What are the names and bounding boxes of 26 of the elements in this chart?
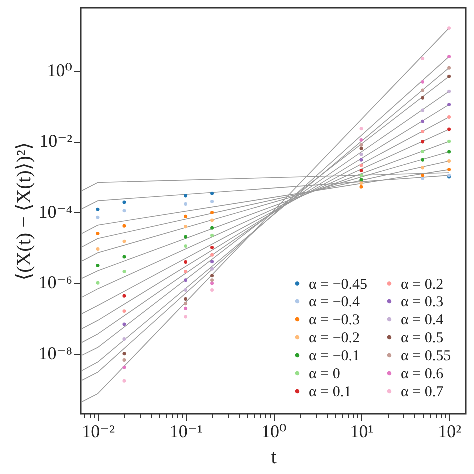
- y-tick-label: 10⁻⁶: [38, 272, 72, 293]
- legend-label: α = −0.2: [309, 330, 360, 346]
- y-tick-label: 10⁻⁴: [38, 202, 72, 222]
- y-tick-label: 10⁻²: [40, 131, 72, 152]
- y-axis-title: ⟨(X(t) − ⟨X(t)⟩)²⟩: [14, 142, 36, 281]
- legend-label: α = 0.4: [401, 312, 444, 328]
- legend-label: α = −0.1: [309, 348, 360, 364]
- x-tick-label: 10⁻²: [82, 422, 115, 442]
- legend-label: α = −0.3: [309, 312, 360, 328]
- legend-label: α = 0: [309, 366, 340, 382]
- legend-label: α = 0.55: [401, 348, 452, 364]
- legend-label: α = 0.1: [309, 384, 352, 400]
- legend-label: α = 0.7: [401, 384, 444, 400]
- legend-label: α = −0.45: [309, 276, 368, 293]
- x-tick-label: 10²: [438, 422, 462, 442]
- x-tick-label: 10¹: [350, 422, 374, 442]
- legend-label: α = 0.5: [401, 330, 444, 346]
- x-tick-label: 10⁻¹: [170, 422, 203, 442]
- legend-label: α = −0.4: [309, 294, 361, 310]
- y-tick-label: 10⁰: [47, 60, 72, 80]
- legend-label: α = 0.2: [401, 276, 444, 293]
- legend-label: α = 0.3: [401, 294, 444, 310]
- legend-label: α = 0.6: [401, 366, 444, 382]
- x-tick-label: 10⁰: [262, 422, 287, 442]
- x-axis-title: t: [271, 446, 278, 468]
- y-tick-label: 10⁻⁸: [38, 343, 72, 364]
